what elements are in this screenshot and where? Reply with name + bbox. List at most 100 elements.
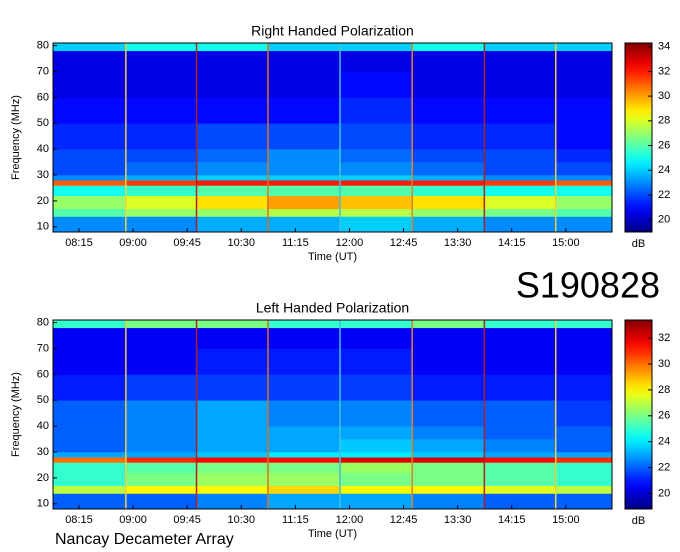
heatmap-cell <box>196 472 269 486</box>
heatmap-cell <box>340 195 413 209</box>
heatmap-cell <box>412 348 485 375</box>
heatmap-cell <box>555 426 613 440</box>
heatmap-cell <box>196 208 269 217</box>
x-axis-label: Time (UT) <box>308 251 357 263</box>
heatmap-cell <box>412 320 485 329</box>
heatmap-cell <box>412 400 485 427</box>
heatmap-cell <box>196 175 269 181</box>
heatmap-cell <box>340 208 413 217</box>
heatmap-cell <box>412 374 485 401</box>
x-tick-label: 12:00 <box>336 514 364 526</box>
x-tick-label: 15:00 <box>552 237 580 249</box>
heatmap-cell <box>484 457 557 463</box>
heatmap-cell <box>484 400 557 427</box>
heatmap-cell <box>267 400 341 427</box>
heatmap-cell <box>53 462 127 474</box>
heatmap-cell <box>340 457 413 463</box>
heatmap-cell <box>125 452 197 458</box>
x-tick-label: 08:15 <box>65 514 93 526</box>
y-tick-label: 50 <box>37 117 49 129</box>
y-tick-label: 20 <box>37 472 49 484</box>
heatmap-cell <box>412 180 485 186</box>
heatmap-cell <box>53 348 127 375</box>
heatmap-cell <box>484 493 557 510</box>
heatmap-cell <box>196 195 269 209</box>
heatmap-cell <box>196 439 269 453</box>
heatmap-cell <box>196 123 269 150</box>
heatmap-cell <box>484 123 557 150</box>
heatmap-cell <box>196 452 269 458</box>
heatmap-cell <box>267 452 341 458</box>
colorbar-label: dB <box>632 238 645 250</box>
heatmap-cell <box>484 149 557 163</box>
y-tick-label: 70 <box>37 65 49 77</box>
heatmap-cell <box>125 43 197 52</box>
heatmap-cell <box>267 97 341 124</box>
x-tick-label: 09:00 <box>119 237 147 249</box>
heatmap-cell <box>484 485 557 494</box>
heatmap-cell <box>53 162 127 176</box>
y-axis-label: Frequency (MHz) <box>10 95 22 180</box>
heatmap-cell <box>53 439 127 453</box>
heatmap-cell <box>196 493 269 510</box>
heatmap-cell <box>555 208 613 217</box>
x-tick-label: 12:45 <box>390 237 418 249</box>
heatmap-cell <box>412 457 485 463</box>
instrument-name: Nancay Decameter Array <box>55 531 234 548</box>
x-tick-label: 13:30 <box>444 237 472 249</box>
heatmap-cell <box>196 50 269 72</box>
heatmap-cell <box>267 208 341 217</box>
heatmap-cell <box>196 180 269 186</box>
heatmap-cell <box>555 123 613 150</box>
y-tick-label: 20 <box>37 195 49 207</box>
y-tick-label: 70 <box>37 342 49 354</box>
heatmap-cell <box>412 426 485 440</box>
heatmap-cell <box>196 71 269 98</box>
event-id: S190828 <box>516 265 660 306</box>
heatmap-cell <box>53 216 127 233</box>
heatmap-cell <box>125 485 197 494</box>
heatmap-cell <box>412 439 485 453</box>
y-axis-label: Frequency (MHz) <box>10 372 22 457</box>
chart-title: Left Handed Polarization <box>256 300 409 316</box>
heatmap-cell <box>125 320 197 329</box>
plot-frame <box>52 42 613 233</box>
heatmap-cell <box>125 462 197 474</box>
heatmap-cell <box>484 452 557 458</box>
colorbar-tick-label: 32 <box>658 65 670 77</box>
heatmap-cell <box>267 123 341 150</box>
heatmap-cell <box>340 180 413 186</box>
heatmap-cell <box>196 320 269 329</box>
heatmap-cell <box>53 50 127 72</box>
y-tick-label: 40 <box>37 143 49 155</box>
heatmap-cell <box>125 327 197 349</box>
heatmap-cell <box>53 43 127 52</box>
x-tick-label: 12:45 <box>390 514 418 526</box>
colorbar <box>624 42 653 233</box>
heatmap-cell <box>53 149 127 163</box>
heatmap-cell <box>53 123 127 150</box>
heatmap-cell <box>267 426 341 440</box>
heatmap-cell <box>412 149 485 163</box>
heatmap-cell <box>555 457 613 463</box>
heatmap-cell <box>340 472 413 486</box>
colorbar-tick-label: 30 <box>658 358 670 370</box>
y-tick-label: 60 <box>37 91 49 103</box>
heatmap-cell <box>125 50 197 72</box>
heatmap-cell <box>53 320 127 329</box>
heatmap-cell <box>412 185 485 197</box>
heatmap-cell <box>340 149 413 163</box>
heatmap-cell <box>196 43 269 52</box>
heatmap-cell <box>267 71 341 98</box>
heatmap-cell <box>196 97 269 124</box>
heatmap-cell <box>484 472 557 486</box>
heatmap-cell <box>53 452 127 458</box>
heatmap-cell <box>555 493 613 510</box>
x-tick-label: 10:30 <box>227 514 255 526</box>
colorbar-tick-label: 32 <box>658 332 670 344</box>
heatmap-cell <box>484 439 557 453</box>
heatmap-cell <box>484 43 557 52</box>
heatmap-cell <box>53 457 127 463</box>
heatmap-cell <box>555 195 613 209</box>
